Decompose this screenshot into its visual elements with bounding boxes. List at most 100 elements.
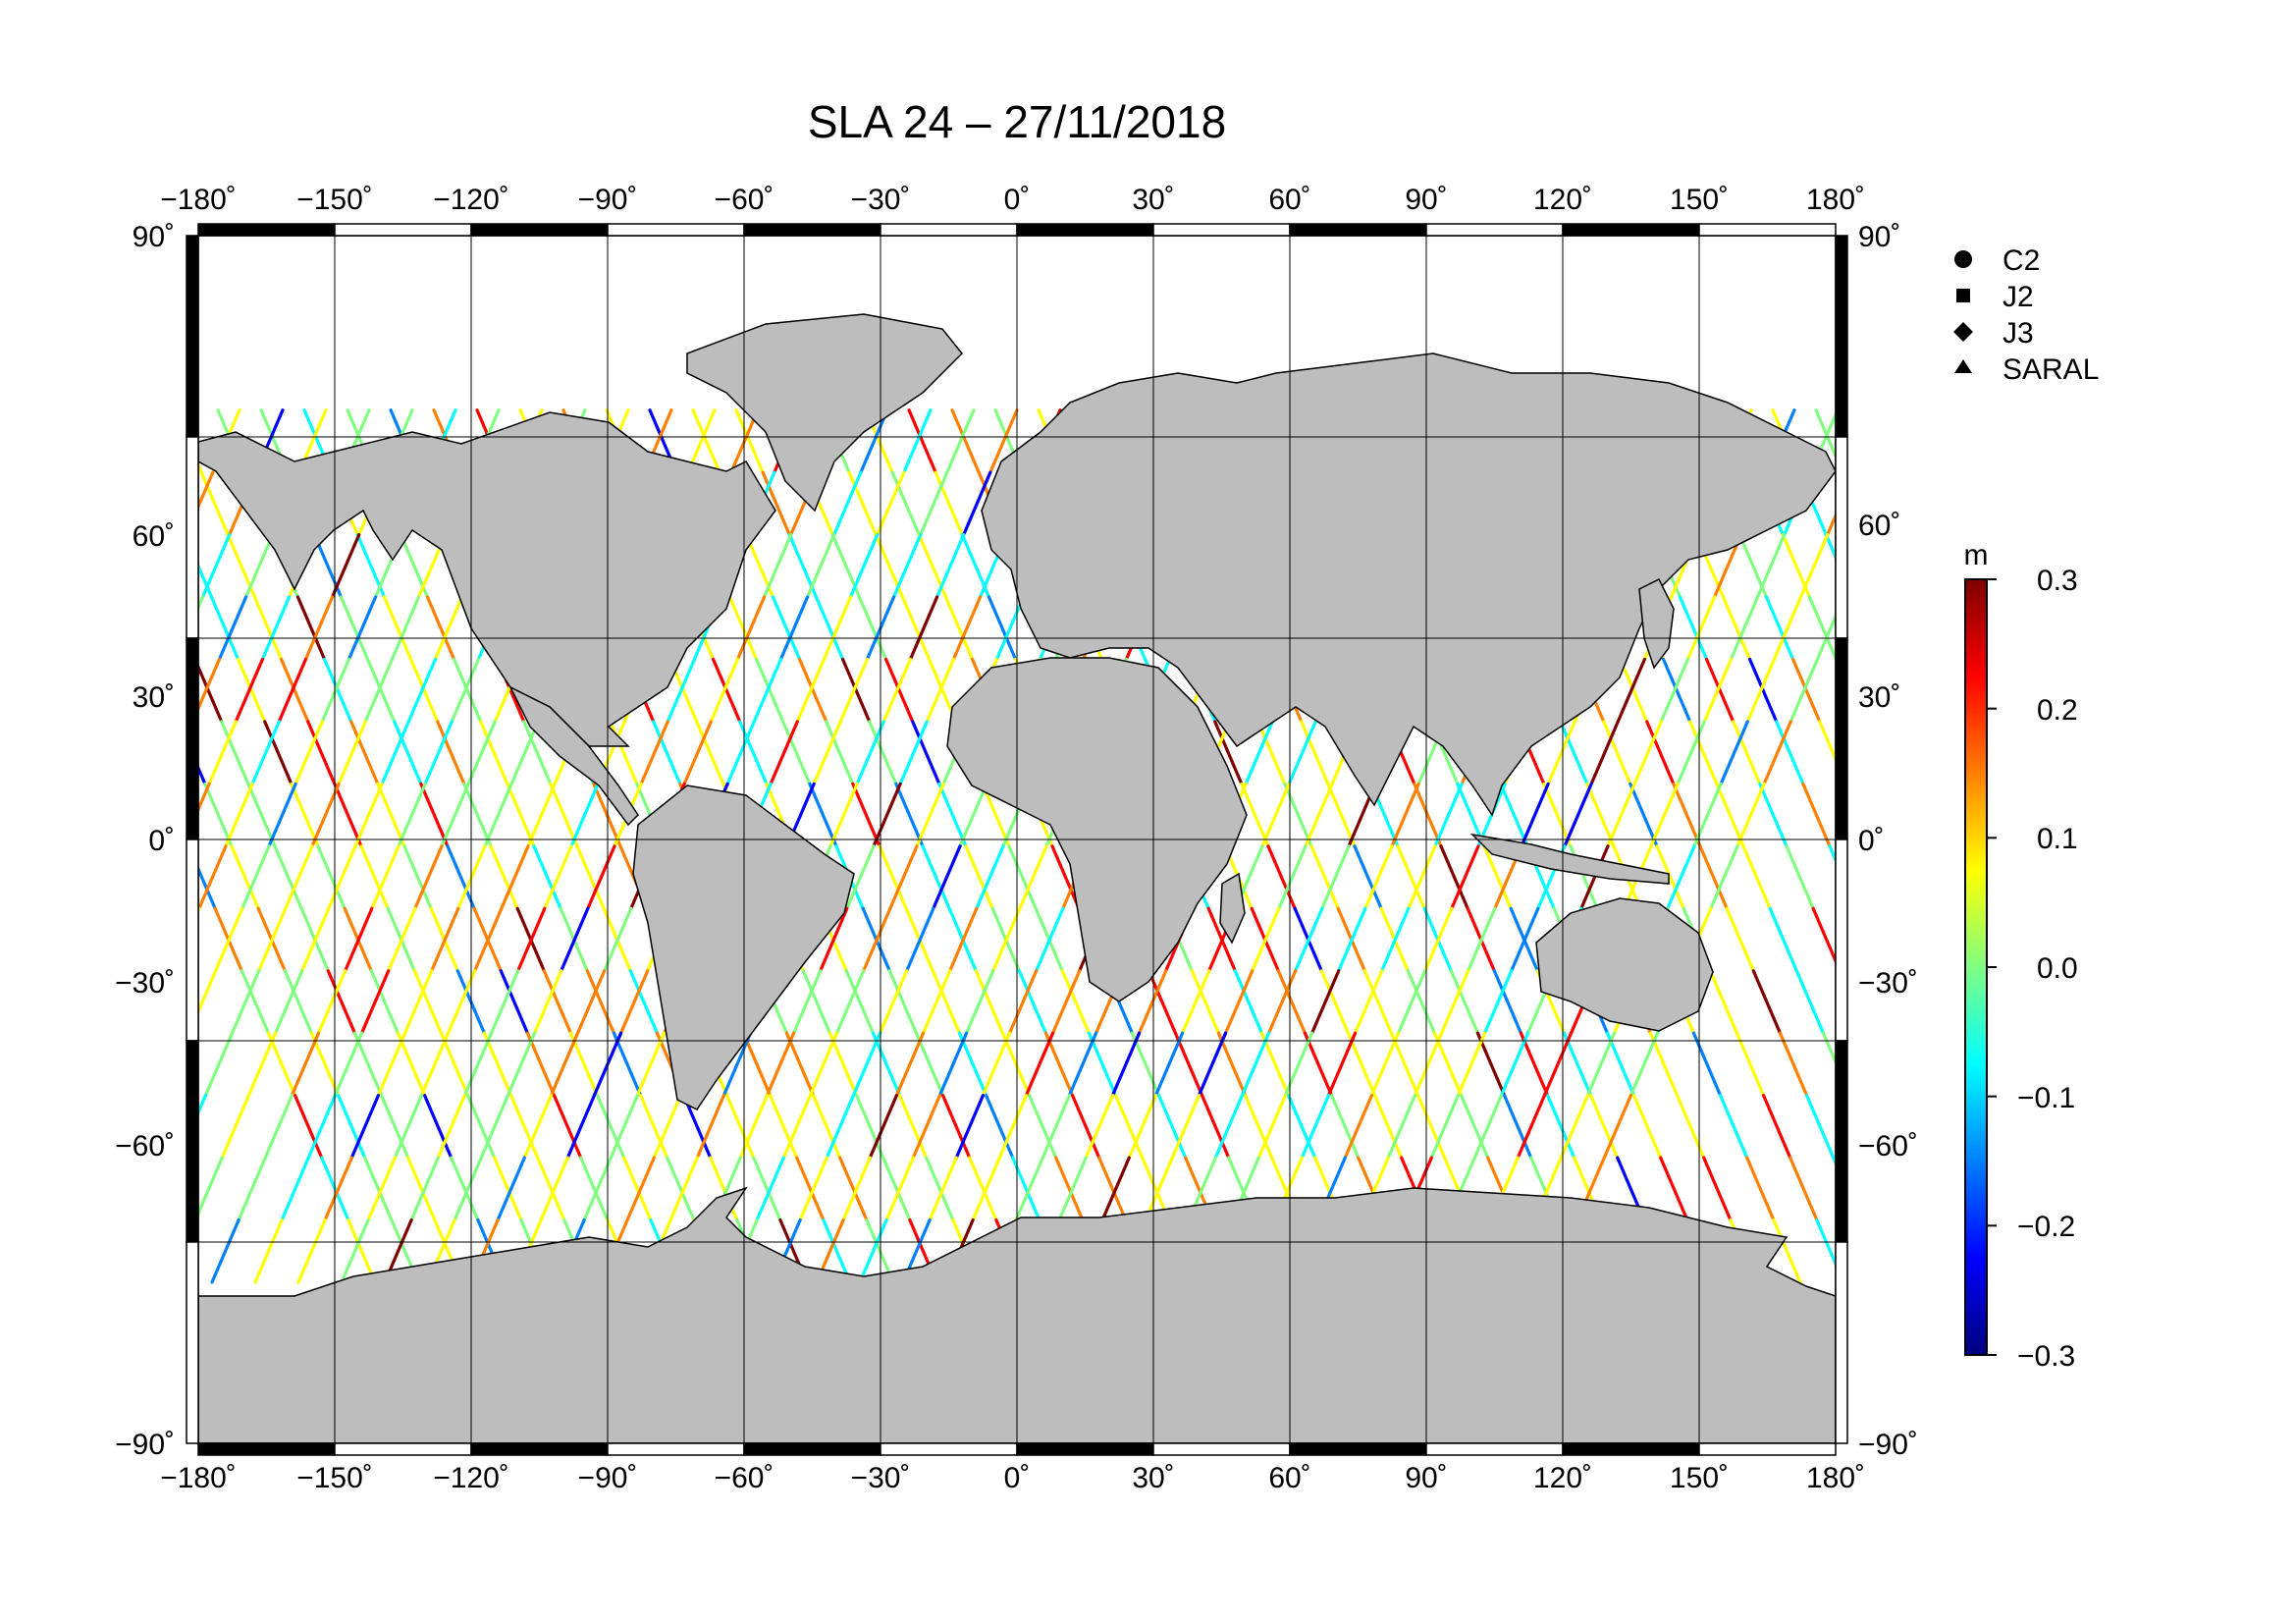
track-segment	[795, 657, 827, 724]
track-segment	[542, 969, 573, 1035]
track-segment	[1057, 1156, 1088, 1222]
track-segment	[88, 410, 115, 472]
track-segment	[974, 969, 1005, 1035]
track-segment	[797, 657, 828, 724]
track-segment	[595, 1094, 626, 1160]
frame-segment	[1425, 1442, 1564, 1456]
track-segment	[522, 1094, 554, 1160]
track-segment	[277, 657, 308, 724]
track-segment	[801, 969, 832, 1035]
track-segment	[1014, 1156, 1044, 1222]
track-segment	[80, 722, 106, 784]
land-north-america	[198, 411, 776, 747]
track-segment	[868, 720, 898, 785]
track-segment	[814, 595, 845, 662]
track-segment	[406, 657, 438, 724]
lon-tick-bottom: 0˚	[1004, 1462, 1031, 1494]
track-segment	[847, 470, 878, 537]
track-segment	[1741, 844, 1772, 910]
track-segment	[925, 657, 956, 724]
track-segment	[209, 595, 240, 662]
track-segment	[964, 969, 995, 1035]
frame-segment	[880, 223, 1018, 237]
track-segment	[300, 906, 331, 973]
track-segment	[798, 1156, 828, 1222]
track-segment	[413, 844, 444, 910]
track-segment	[482, 1031, 513, 1098]
land-indonesia	[1469, 833, 1670, 885]
track-segment	[964, 844, 994, 910]
track-segment	[10, 784, 36, 845]
track-segment	[1678, 595, 1709, 662]
track-segment	[1818, 720, 1836, 764]
track-segment	[2009, 659, 2036, 721]
lon-tick-top: −120˚	[433, 184, 509, 216]
track-segment	[2093, 1158, 2119, 1219]
graticule	[198, 236, 1836, 1443]
track-segment	[39, 1220, 66, 1282]
track-segment	[1588, 1094, 1620, 1160]
track-segment	[273, 844, 303, 910]
track-segment	[2076, 1220, 2103, 1282]
track-segment	[1439, 969, 1470, 1035]
track-segment	[106, 659, 133, 721]
track-segment	[340, 1217, 370, 1284]
track-segment	[1645, 720, 1676, 785]
track-segment	[857, 595, 888, 662]
track-segment	[303, 595, 335, 662]
track-segment	[1256, 720, 1287, 785]
track-segment	[522, 720, 553, 785]
lat-tick-right: 0˚	[1858, 825, 1885, 857]
track-segment	[327, 844, 357, 910]
track-segment	[266, 1031, 297, 1098]
land-eurasia	[981, 352, 1836, 817]
track-segment	[725, 720, 756, 785]
track-segment	[1778, 1031, 1809, 1098]
track-segment	[754, 657, 785, 724]
track-segment	[387, 906, 417, 973]
track-segment	[46, 597, 73, 659]
track-segment	[805, 532, 836, 599]
frame-segment	[197, 1442, 336, 1456]
track-segment	[465, 1094, 497, 1160]
track-segment	[761, 470, 791, 537]
track-segment	[499, 969, 530, 1035]
track-segment	[932, 844, 962, 910]
track-segment	[957, 1031, 988, 1098]
track-segment	[406, 1156, 437, 1222]
track-segment	[89, 597, 116, 659]
track-segment	[1363, 844, 1394, 910]
track-segment	[419, 782, 450, 848]
track-segment	[937, 782, 968, 848]
track-segment	[479, 1094, 510, 1160]
track-segment	[440, 782, 470, 848]
track-segment	[1260, 782, 1291, 848]
lon-tick-top: 60˚	[1268, 184, 1310, 216]
track-segment	[666, 657, 697, 724]
track-segment	[1432, 1031, 1464, 1098]
track-segment	[2109, 1096, 2136, 1158]
track-segment	[1492, 969, 1523, 1035]
track-segment	[1482, 844, 1513, 910]
track-segment	[1926, 971, 1952, 1033]
track-segment	[365, 657, 397, 724]
track-segment	[639, 720, 669, 785]
track-segment	[1606, 782, 1636, 848]
track-segment	[1542, 1031, 1574, 1098]
track-segment	[832, 470, 863, 537]
track-segment	[1276, 969, 1308, 1035]
track-segment	[81, 597, 108, 659]
track-segment	[250, 720, 281, 785]
track-segment	[1000, 1031, 1032, 1098]
track-segment	[1804, 1094, 1836, 1160]
track-segment	[380, 720, 410, 785]
track-segment	[958, 782, 988, 848]
track-segment	[907, 408, 937, 474]
land-africa	[946, 657, 1248, 1002]
track-segment	[762, 532, 793, 599]
track-segment	[898, 720, 929, 785]
track-segment	[1702, 657, 1734, 724]
track-segment	[811, 1094, 842, 1160]
lat-tick-left: 0˚	[148, 825, 175, 857]
track-segment	[1579, 844, 1610, 910]
